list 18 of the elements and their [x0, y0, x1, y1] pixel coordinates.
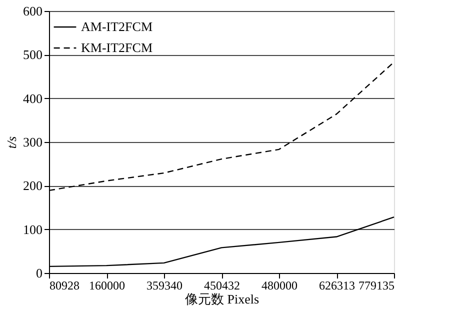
x-axis-title: 像元数 Pixels: [184, 292, 260, 306]
x-tick-label: 450432: [204, 278, 240, 292]
y-tick-label: 100: [23, 222, 42, 237]
y-tick-label: 500: [23, 47, 42, 62]
y-axis-title: t/s: [4, 136, 19, 149]
y-tick-label: 0: [36, 266, 42, 280]
legend-label: AM-IT2FCM: [81, 19, 153, 34]
x-tick-label: 779135: [358, 278, 394, 292]
y-tick-label: 200: [23, 178, 42, 194]
y-tick-label: 400: [23, 90, 42, 106]
x-tick-label: 480000: [262, 278, 298, 292]
x-tick-label: 626313: [319, 278, 355, 292]
x-tick-label: 359340: [146, 278, 182, 292]
y-tick-label: 600: [23, 4, 42, 18]
legend-label: KM-IT2FCM: [81, 40, 153, 55]
x-tick-label: 80928: [50, 278, 80, 292]
y-tick-label: 300: [23, 134, 42, 150]
x-tick-label: 160000: [89, 278, 125, 292]
